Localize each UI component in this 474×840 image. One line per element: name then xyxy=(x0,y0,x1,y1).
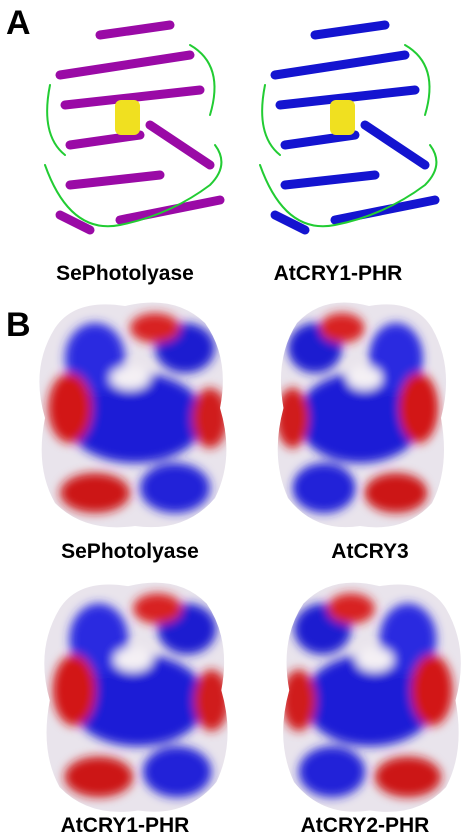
panel-label: A xyxy=(6,4,31,42)
ribbon-structure xyxy=(260,25,436,230)
surface-label: SePhotolyase xyxy=(61,540,199,563)
structure-label: AtCRY1-PHR xyxy=(274,262,403,285)
surface-image xyxy=(25,288,245,548)
structure-label: SePhotolyase xyxy=(56,262,194,285)
panel-label: B xyxy=(6,306,31,344)
surface-image xyxy=(261,288,459,548)
ribbon-structure xyxy=(45,25,221,230)
surface-image xyxy=(266,568,474,833)
surface-image xyxy=(30,568,246,833)
surface-label: AtCRY1-PHR xyxy=(61,814,190,837)
surface-label: AtCRY2-PHR xyxy=(301,814,430,837)
surface-label: AtCRY3 xyxy=(331,540,408,563)
